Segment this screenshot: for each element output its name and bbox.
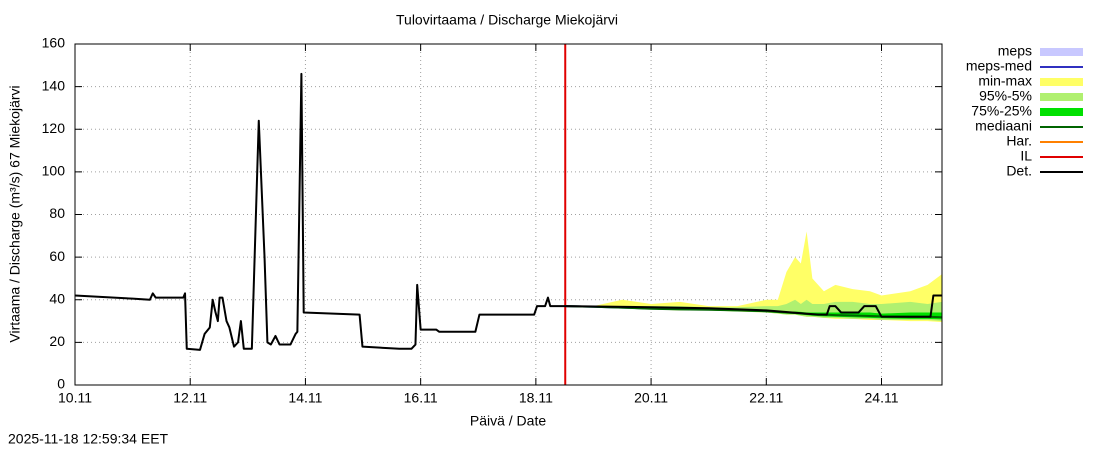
y-tick-label: 120 (42, 120, 66, 136)
x-tick-label: 20.11 (634, 390, 668, 406)
x-tick-label: 24.11 (865, 390, 899, 406)
y-tick-label: 20 (49, 333, 65, 349)
x-tick-label: 22.11 (749, 390, 783, 406)
y-tick-label: 0 (57, 376, 65, 392)
legend-label: meps-med (966, 58, 1032, 74)
legend-label: mediaani (975, 118, 1032, 134)
band (565, 231, 942, 323)
y-tick-label: 60 (49, 248, 65, 264)
legend-label: Har. (1006, 133, 1032, 149)
legend-swatch (1040, 48, 1083, 56)
y-tick-label: 40 (49, 290, 65, 306)
y-tick-label: 80 (49, 205, 65, 221)
x-tick-label: 18.11 (519, 390, 553, 406)
legend-label: 95%-5% (979, 88, 1032, 104)
chart-title: Tulovirtaama / Discharge Miekojärvi (396, 12, 618, 28)
legend-label: IL (1020, 148, 1032, 164)
x-tick-label: 10.11 (58, 390, 92, 406)
x-tick-label: 16.11 (404, 390, 438, 406)
legend-swatch (1040, 108, 1083, 116)
legend-label: Det. (1006, 163, 1032, 179)
legend-label: min-max (978, 73, 1032, 89)
plot-frame (74, 43, 943, 386)
x-tick-label: 12.11 (173, 390, 207, 406)
y-tick-label: 140 (42, 77, 66, 93)
y-tick-label: 100 (42, 163, 66, 179)
x-tick-label: 14.11 (288, 390, 322, 406)
y-axis-label: Virtaama / Discharge (m³/s) 67 Miekojärv… (7, 85, 23, 342)
legend-label: 75%-25% (971, 103, 1032, 119)
timestamp: 2025-11-18 12:59:34 EET (8, 431, 169, 447)
legend-swatch (1040, 93, 1083, 101)
x-axis-label: Päivä / Date (470, 413, 546, 429)
line (74, 72, 942, 351)
y-tick-label: 160 (42, 35, 66, 51)
legend-swatch (1040, 78, 1083, 86)
legend-label: meps (998, 43, 1032, 59)
